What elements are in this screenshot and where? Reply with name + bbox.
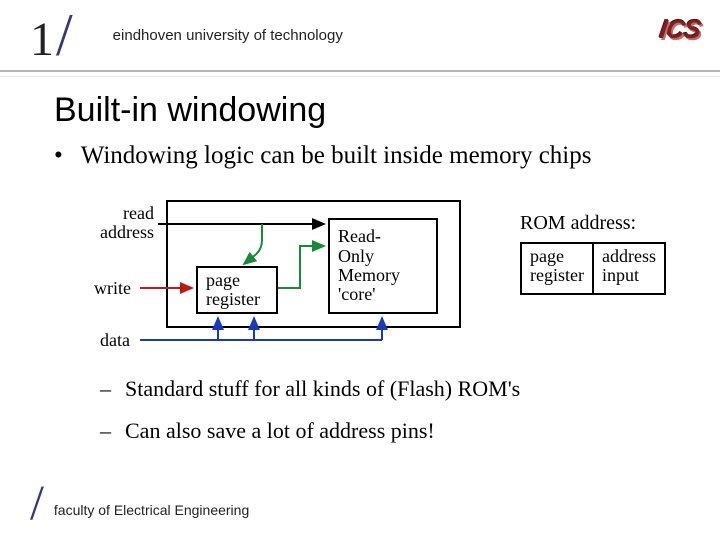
- page-register-label: page register: [206, 271, 260, 310]
- header-slash-icon: /: [56, 1, 73, 70]
- slide-number: 1 /: [30, 1, 73, 70]
- rom-core-label: Read- Only Memory 'core': [338, 227, 400, 305]
- footer-slash-icon: /: [30, 482, 44, 522]
- bullet-sub-2: – Can also save a lot of address pins!: [100, 418, 720, 444]
- data-label: data: [100, 331, 146, 350]
- diagram: page register Read- Only Memory 'core' r…: [0, 180, 720, 360]
- logo: ICS: [657, 14, 702, 45]
- write-label: write: [94, 279, 150, 298]
- bullet-sub-2-text: Can also save a lot of address pins!: [125, 418, 435, 444]
- read-address-label: read address: [64, 204, 154, 243]
- rom-address-title: ROM address:: [520, 212, 636, 235]
- bullet-sub-1-text: Standard stuff for all kinds of (Flash) …: [125, 376, 520, 402]
- bullet-main: • Windowing logic can be built inside me…: [54, 142, 720, 170]
- page-register-box: page register: [196, 266, 278, 314]
- rom-core-box: Read- Only Memory 'core': [328, 218, 438, 314]
- bullet-dash-icon: –: [100, 418, 111, 444]
- slide-number-value: 1: [30, 12, 54, 67]
- bullet-dash-icon: –: [100, 376, 111, 402]
- university-name: eindhoven university of technology: [113, 27, 343, 44]
- faculty-name: faculty of Electrical Engineering: [54, 502, 249, 518]
- rom-address-table: page register address input: [520, 242, 666, 295]
- bullet-dot-icon: •: [54, 142, 63, 170]
- divider: [0, 70, 720, 72]
- bullet-main-text: Windowing logic can be built inside memo…: [81, 142, 592, 170]
- page-title: Built-in windowing: [54, 91, 720, 130]
- table-row: page register address input: [521, 243, 665, 294]
- rom-addr-col1: page register: [521, 243, 593, 294]
- footer: / faculty of Electrical Engineering: [30, 482, 249, 522]
- divider-shadow: [0, 76, 720, 77]
- bullet-sub-1: – Standard stuff for all kinds of (Flash…: [100, 376, 720, 402]
- rom-addr-col2: address input: [593, 243, 665, 294]
- header: 1 / eindhoven university of technology I…: [0, 0, 720, 70]
